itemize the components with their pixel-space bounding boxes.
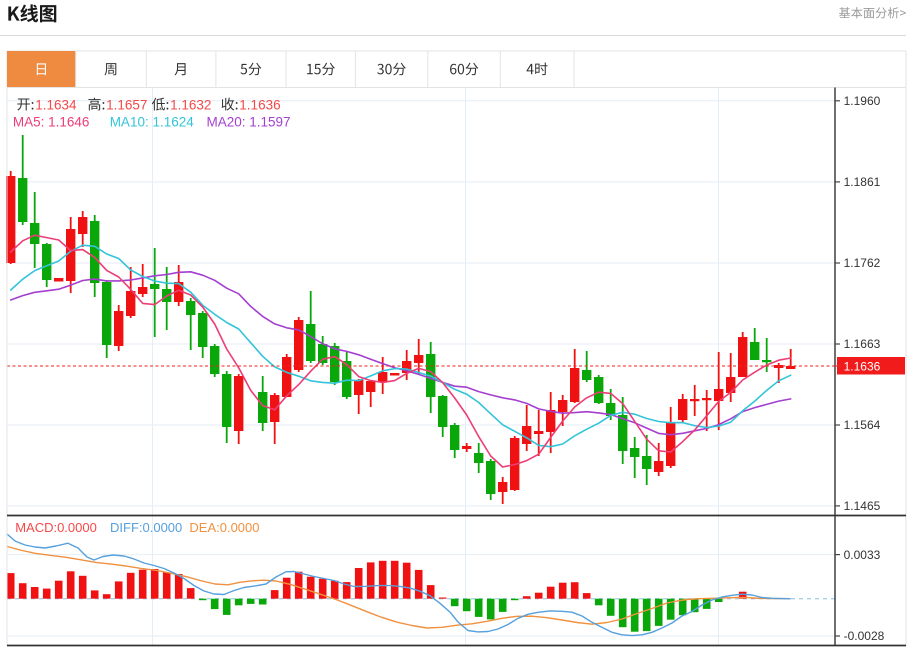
svg-text:MA20: 1.1597: MA20: 1.1597	[207, 115, 291, 130]
svg-text:0.0033: 0.0033	[844, 548, 881, 562]
svg-text:DEA:0.0000: DEA:0.0000	[189, 520, 259, 535]
svg-text:MA5: 1.1646: MA5: 1.1646	[13, 115, 90, 130]
svg-text:1.1657: 1.1657	[106, 97, 147, 112]
svg-text:1.1762: 1.1762	[844, 256, 881, 270]
svg-text:-0.0028: -0.0028	[844, 629, 885, 643]
svg-text:DIFF:0.0000: DIFF:0.0000	[110, 520, 182, 535]
svg-text:1.1636: 1.1636	[239, 97, 280, 112]
svg-text:1.1465: 1.1465	[844, 499, 881, 513]
svg-text:1.1663: 1.1663	[844, 337, 881, 351]
svg-text:1.1632: 1.1632	[170, 97, 211, 112]
svg-text:MACD:0.0000: MACD:0.0000	[15, 520, 97, 535]
svg-text:MA10: 1.1624: MA10: 1.1624	[110, 115, 195, 130]
svg-text:1.1636: 1.1636	[844, 359, 881, 373]
svg-text:1.1960: 1.1960	[844, 94, 881, 108]
svg-text:1.1861: 1.1861	[844, 175, 881, 189]
svg-text:1.1564: 1.1564	[844, 418, 881, 432]
svg-text:1.1634: 1.1634	[35, 97, 77, 112]
